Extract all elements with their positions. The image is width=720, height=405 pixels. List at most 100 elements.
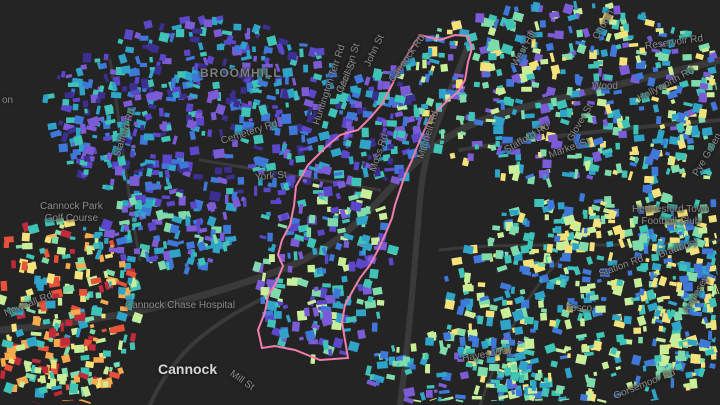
building-footprint xyxy=(398,168,404,179)
building-footprint xyxy=(329,63,334,68)
building-footprint xyxy=(589,212,596,217)
building-footprint xyxy=(533,320,539,331)
building-footprint xyxy=(144,251,150,262)
building-footprint xyxy=(562,57,567,61)
building-footprint xyxy=(527,394,536,402)
building-footprint xyxy=(669,309,676,318)
building-footprint xyxy=(659,344,669,355)
building-footprint xyxy=(322,215,330,221)
building-footprint xyxy=(161,121,167,132)
building-footprint xyxy=(684,116,689,122)
building-footprint xyxy=(605,32,612,42)
building-footprint xyxy=(600,49,609,58)
building-footprint xyxy=(389,113,394,120)
building-footprint xyxy=(379,222,389,231)
building-footprint xyxy=(339,110,344,115)
building-footprint xyxy=(517,212,526,224)
building-footprint xyxy=(490,400,497,402)
building-footprint xyxy=(185,210,192,219)
building-footprint xyxy=(509,209,519,216)
building-footprint xyxy=(60,131,69,143)
building-footprint xyxy=(252,261,262,273)
building-footprint xyxy=(372,374,385,384)
building-footprint xyxy=(510,50,516,58)
building-footprint xyxy=(387,157,394,165)
building-footprint xyxy=(281,213,288,220)
building-footprint xyxy=(0,357,7,367)
building-footprint xyxy=(88,343,96,351)
building-footprint xyxy=(684,331,690,338)
building-footprint xyxy=(6,306,18,315)
building-footprint xyxy=(495,144,503,156)
building-footprint xyxy=(172,135,178,145)
building-footprint xyxy=(0,280,8,292)
building-footprint xyxy=(303,64,309,73)
building-footprint xyxy=(313,172,318,179)
building-footprint xyxy=(194,111,203,119)
building-footprint xyxy=(371,237,380,246)
building-footprint xyxy=(554,30,564,40)
building-footprint xyxy=(307,299,317,306)
road-line xyxy=(108,58,142,262)
building-footprint xyxy=(607,229,614,236)
building-footprint xyxy=(394,110,404,118)
building-footprint xyxy=(566,346,572,351)
building-footprint xyxy=(549,52,556,63)
building-footprint xyxy=(575,40,586,46)
building-footprint xyxy=(535,373,543,378)
building-footprint xyxy=(459,130,467,136)
building-footprint xyxy=(560,69,566,75)
building-footprint xyxy=(335,300,341,307)
building-footprint xyxy=(699,82,709,90)
building-footprint xyxy=(579,285,591,294)
building-footprint xyxy=(666,90,679,100)
building-footprint xyxy=(240,137,250,144)
building-footprint xyxy=(645,299,649,304)
building-footprint xyxy=(473,81,480,88)
building-footprint xyxy=(544,214,549,221)
building-footprint xyxy=(546,199,556,210)
building-footprint xyxy=(705,276,716,286)
building-footprint xyxy=(318,181,324,188)
building-footprint xyxy=(592,217,603,229)
building-footprint xyxy=(289,59,298,67)
building-footprint xyxy=(433,143,444,155)
building-footprint xyxy=(498,394,509,401)
building-footprint xyxy=(638,106,645,111)
building-footprint xyxy=(60,103,73,113)
building-footprint xyxy=(56,373,67,382)
building-footprint xyxy=(589,294,599,301)
building-footprint xyxy=(495,87,502,95)
building-footprint xyxy=(519,265,531,273)
building-footprint xyxy=(686,137,694,145)
building-footprint xyxy=(644,18,655,27)
building-footprint xyxy=(403,396,414,404)
building-footprint xyxy=(564,244,573,254)
building-footprint xyxy=(655,318,664,324)
building-footprint xyxy=(683,30,693,38)
building-footprint xyxy=(578,241,589,252)
building-footprint xyxy=(267,232,273,242)
building-footprint xyxy=(692,311,703,317)
building-footprint xyxy=(651,187,662,199)
building-footprint xyxy=(698,227,708,234)
building-footprint xyxy=(382,176,388,181)
building-footprint xyxy=(21,261,28,271)
building-footprint xyxy=(356,298,364,305)
building-footprint xyxy=(344,139,352,147)
building-footprint xyxy=(120,127,130,138)
building-footprint xyxy=(481,253,492,261)
building-footprint xyxy=(612,169,619,176)
building-footprint xyxy=(488,237,495,243)
building-footprint xyxy=(626,238,633,249)
building-footprint xyxy=(667,300,678,307)
building-footprint xyxy=(99,62,108,70)
building-footprint xyxy=(568,171,576,178)
building-footprint xyxy=(115,236,128,246)
building-footprint xyxy=(455,399,464,403)
building-footprint xyxy=(491,115,505,128)
building-footprint xyxy=(346,111,358,121)
building-footprint xyxy=(656,296,664,303)
building-footprint xyxy=(260,112,271,122)
